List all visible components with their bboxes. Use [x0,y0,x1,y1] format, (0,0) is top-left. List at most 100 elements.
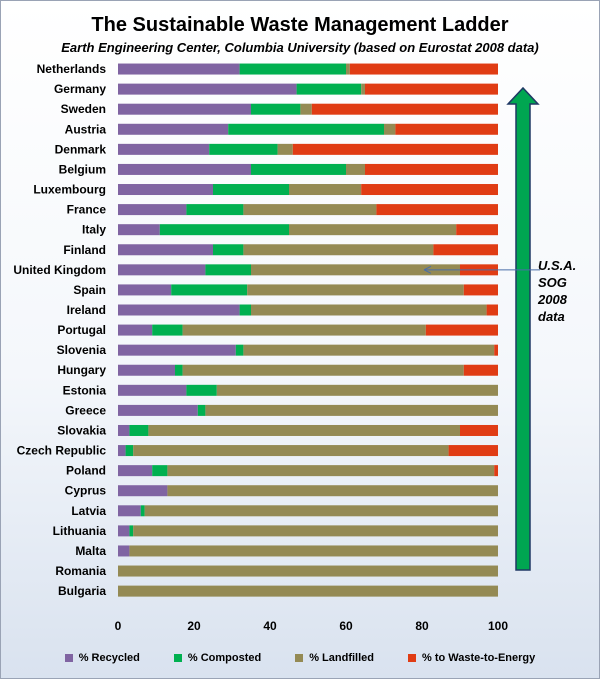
x-tick-label-0: 0 [115,619,122,633]
bar-latvia-landfilled [144,505,498,517]
bar-france-to-waste-to-energy [376,204,498,216]
bar-romania-landfilled [118,565,498,577]
category-label-greece: Greece [65,403,106,417]
x-tick-label-40: 40 [263,619,277,633]
category-label-cyprus: Cyprus [65,484,107,498]
bar-denmark-landfilled [277,143,293,155]
category-label-finland: Finland [63,243,106,257]
bar-austria-landfilled [384,123,396,135]
bar-slovenia-landfilled [243,344,495,356]
bar-united-kingdom-recycled [118,264,206,276]
category-label-lithuania: Lithuania [53,524,107,538]
x-tick-label-100: 100 [488,619,508,633]
bar-lithuania-landfilled [133,525,498,537]
bar-slovenia-recycled [118,344,236,356]
bar-greece-recycled [118,404,198,416]
bar-germany-recycled [118,83,297,95]
category-label-spain: Spain [73,283,106,297]
category-label-luxembourg: Luxembourg [33,183,106,197]
bar-hungary-to-waste-to-energy [463,364,498,376]
bar-slovakia-landfilled [148,424,460,436]
legend-label-recycled: % Recycled [78,652,140,664]
legend-label-landfilled: % Landfilled [309,652,374,664]
bar-netherlands-composted [239,63,346,75]
bar-latvia-composted [140,505,145,517]
bars-layer [118,63,499,597]
bar-poland-recycled [118,465,153,477]
legend-item-composted: % Composted [173,652,262,664]
bar-austria-recycled [118,123,229,135]
bar-finland-landfilled [243,244,434,256]
bar-czech-republic-recycled [118,445,126,457]
category-label-slovenia: Slovenia [57,343,107,357]
bar-lithuania-recycled [118,525,130,537]
category-label-belgium: Belgium [59,162,106,176]
category-label-slovakia: Slovakia [57,423,106,437]
x-tick-label-20: 20 [187,619,201,633]
bar-lithuania-composted [129,525,134,537]
bar-italy-composted [159,224,289,236]
bar-denmark-to-waste-to-energy [292,143,498,155]
bar-portugal-composted [152,324,183,336]
bar-luxembourg-to-waste-to-energy [361,184,498,196]
category-label-sweden: Sweden [61,102,106,116]
bar-poland-composted [152,465,168,477]
bar-hungary-recycled [118,364,175,376]
bar-portugal-landfilled [182,324,426,336]
ladder-up-arrow [506,86,540,571]
bar-malta-landfilled [129,545,498,557]
bar-spain-to-waste-to-energy [463,284,498,296]
annotation-text-line-1: SOG [538,275,567,290]
bar-france-recycled [118,204,187,216]
bar-hungary-landfilled [182,364,464,376]
bar-austria-to-waste-to-energy [395,123,498,135]
bar-ireland-recycled [118,304,240,316]
bar-united-kingdom-composted [205,264,251,276]
bar-greece-landfilled [205,404,498,416]
bar-poland-to-waste-to-energy [494,465,498,477]
bar-netherlands-landfilled [346,63,350,75]
x-tick-label-60: 60 [339,619,353,633]
legend-item-to-waste-to-energy: % to Waste-to-Energy [408,652,535,664]
legend-label-composted: % Composted [187,652,262,664]
bar-denmark-recycled [118,143,210,155]
category-label-bulgaria: Bulgaria [58,584,106,598]
bar-belgium-to-waste-to-energy [365,163,498,175]
bar-ireland-to-waste-to-energy [486,304,498,316]
category-label-latvia: Latvia [71,504,106,518]
bar-sweden-to-waste-to-energy [311,103,498,115]
bar-belgium-composted [251,163,346,175]
category-label-ireland: Ireland [67,303,106,317]
x-axis-ticks: 0 20 40 60 80 100 [115,619,509,633]
bar-slovenia-composted [235,344,244,356]
category-label-hungary: Hungary [57,363,106,377]
bar-sweden-recycled [118,103,251,115]
bar-ireland-composted [239,304,251,316]
legend-item-landfilled: % Landfilled [295,652,374,664]
bar-france-composted [186,204,244,216]
bar-luxembourg-composted [213,184,289,196]
bar-czech-republic-to-waste-to-energy [448,445,498,457]
bar-estonia-recycled [118,384,187,396]
bar-germany-composted [296,83,362,95]
legend-swatch-recycled [64,654,73,662]
annotation-text-line-2: 2008 [537,292,568,307]
annotation-layer: U.S.A. SOG 2008 data [423,258,576,324]
legend-item-recycled: % Recycled [64,652,140,664]
category-label-austria: Austria [65,122,107,136]
category-label-malta: Malta [75,544,106,558]
bar-germany-landfilled [361,83,365,95]
category-label-germany: Germany [54,82,106,96]
bar-ireland-landfilled [251,304,487,316]
ladder-arrow [506,86,540,571]
bar-malta-recycled [118,545,130,557]
category-label-united-kingdom: United Kingdom [13,263,106,277]
bar-belgium-recycled [118,163,251,175]
bar-czech-republic-landfilled [133,445,449,457]
legend: % Recycled % Composted % Landfilled % to Wa… [0,652,600,664]
bar-bulgaria-landfilled [118,585,498,597]
annotation-text-line-3: data [538,309,565,324]
legend-swatch-composted [173,654,182,662]
bar-hungary-composted [175,364,183,376]
